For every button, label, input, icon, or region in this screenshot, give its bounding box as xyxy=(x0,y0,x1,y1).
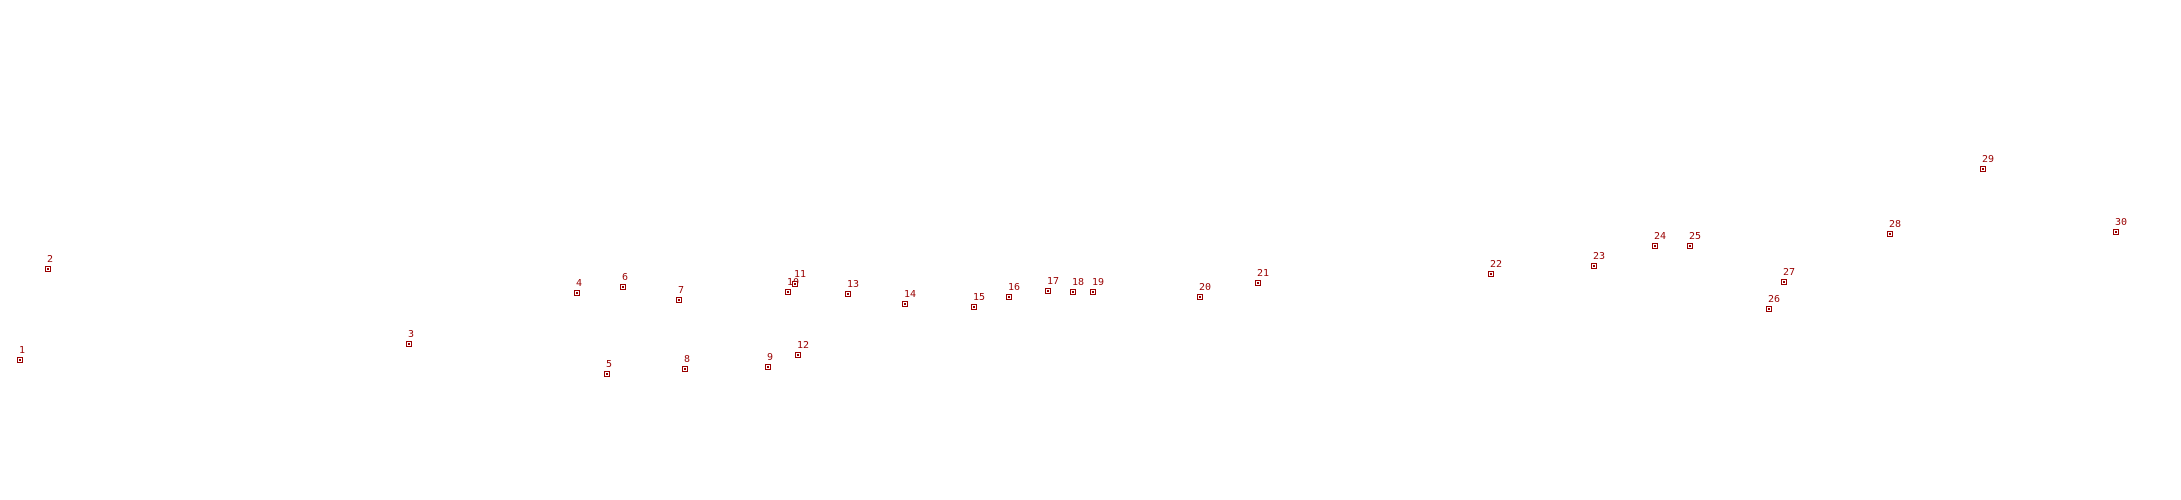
marker-label-14: 14 xyxy=(904,289,917,300)
marker-center-dot-icon xyxy=(767,366,769,368)
marker-label-25: 25 xyxy=(1689,231,1702,242)
som-marker-15[interactable]: 15 xyxy=(971,293,985,310)
marker-center-dot-icon xyxy=(1889,233,1891,235)
marker-label-15: 15 xyxy=(973,292,986,303)
som-marker-6[interactable]: 6 xyxy=(620,273,628,290)
som-marker-10[interactable]: 10 xyxy=(785,278,799,295)
marker-label-26: 26 xyxy=(1768,294,1781,305)
marker-label-28: 28 xyxy=(1889,219,1902,230)
marker-center-dot-icon xyxy=(1982,168,1984,170)
som-marker-13[interactable]: 13 xyxy=(845,280,859,297)
som-marker-28[interactable]: 28 xyxy=(1887,220,1901,237)
marker-label-18: 18 xyxy=(1072,277,1085,288)
marker-label-21: 21 xyxy=(1257,268,1270,279)
marker-center-dot-icon xyxy=(787,291,789,293)
som-marker-21[interactable]: 21 xyxy=(1255,269,1269,286)
marker-center-dot-icon xyxy=(1008,296,1010,298)
marker-label-2: 2 xyxy=(47,254,54,265)
som-marker-3[interactable]: 3 xyxy=(406,330,414,347)
som-marker-2[interactable]: 2 xyxy=(45,255,53,272)
som-marker-8[interactable]: 8 xyxy=(682,355,690,372)
som-marker-17[interactable]: 17 xyxy=(1045,277,1059,294)
som-marker-29[interactable]: 29 xyxy=(1980,155,1994,172)
marker-label-20: 20 xyxy=(1199,282,1212,293)
marker-center-dot-icon xyxy=(1654,245,1656,247)
som-marker-19[interactable]: 19 xyxy=(1090,278,1104,295)
marker-center-dot-icon xyxy=(576,292,578,294)
marker-label-30: 30 xyxy=(2115,217,2128,228)
som-marker-16[interactable]: 16 xyxy=(1006,283,1020,300)
marker-center-dot-icon xyxy=(904,303,906,305)
marker-center-dot-icon xyxy=(1768,308,1770,310)
som-marker-24[interactable]: 24 xyxy=(1652,232,1666,249)
marker-label-17: 17 xyxy=(1047,276,1060,287)
marker-center-dot-icon xyxy=(47,268,49,270)
marker-label-19: 19 xyxy=(1092,277,1105,288)
som-marker-9[interactable]: 9 xyxy=(765,353,773,370)
marker-center-dot-icon xyxy=(1593,265,1595,267)
marker-label-9: 9 xyxy=(767,352,774,363)
marker-label-8: 8 xyxy=(684,354,691,365)
marker-center-dot-icon xyxy=(19,359,21,361)
marker-label-12: 12 xyxy=(797,340,810,351)
som-marker-27[interactable]: 27 xyxy=(1781,268,1795,285)
marker-center-dot-icon xyxy=(1092,291,1094,293)
marker-center-dot-icon xyxy=(1199,296,1201,298)
marker-center-dot-icon xyxy=(1783,281,1785,283)
marker-label-27: 27 xyxy=(1783,267,1796,278)
marker-label-13: 13 xyxy=(847,279,860,290)
som-marker-23[interactable]: 23 xyxy=(1591,252,1605,269)
marker-center-dot-icon xyxy=(622,286,624,288)
som-marker-12[interactable]: 12 xyxy=(795,341,809,358)
marker-label-5: 5 xyxy=(606,359,613,370)
marker-label-1: 1 xyxy=(19,345,26,356)
marker-label-11: 11 xyxy=(794,269,807,280)
marker-center-dot-icon xyxy=(684,368,686,370)
som-marker-30[interactable]: 30 xyxy=(2113,218,2127,235)
marker-center-dot-icon xyxy=(794,283,796,285)
marker-center-dot-icon xyxy=(973,306,975,308)
som-marker-11[interactable]: 11 xyxy=(792,270,806,287)
marker-center-dot-icon xyxy=(847,293,849,295)
som-marker-5[interactable]: 5 xyxy=(604,360,612,377)
som-marker-1[interactable]: 1 xyxy=(17,346,25,363)
marker-center-dot-icon xyxy=(408,343,410,345)
som-marker-25[interactable]: 25 xyxy=(1687,232,1701,249)
marker-center-dot-icon xyxy=(2115,231,2117,233)
som-marker-4[interactable]: 4 xyxy=(574,279,582,296)
marker-label-16: 16 xyxy=(1008,282,1021,293)
marker-center-dot-icon xyxy=(1047,290,1049,292)
marker-label-6: 6 xyxy=(622,272,629,283)
marker-center-dot-icon xyxy=(1257,282,1259,284)
som-marker-18[interactable]: 18 xyxy=(1070,278,1084,295)
som-marker-20[interactable]: 20 xyxy=(1197,283,1211,300)
marker-label-4: 4 xyxy=(576,278,583,289)
marker-label-24: 24 xyxy=(1654,231,1667,242)
som-marker-22[interactable]: 22 xyxy=(1488,260,1502,277)
marker-center-dot-icon xyxy=(606,373,608,375)
som-marker-14[interactable]: 14 xyxy=(902,290,916,307)
marker-label-3: 3 xyxy=(408,329,415,340)
marker-center-dot-icon xyxy=(1072,291,1074,293)
marker-label-22: 22 xyxy=(1490,259,1503,270)
som-marker-26[interactable]: 26 xyxy=(1766,295,1780,312)
marker-center-dot-icon xyxy=(1689,245,1691,247)
marker-label-29: 29 xyxy=(1982,154,1995,165)
marker-center-dot-icon xyxy=(1490,273,1492,275)
som-marker-7[interactable]: 7 xyxy=(676,286,684,303)
marker-center-dot-icon xyxy=(797,354,799,356)
marker-label-23: 23 xyxy=(1593,251,1606,262)
marker-label-7: 7 xyxy=(678,285,685,296)
marker-center-dot-icon xyxy=(678,299,680,301)
